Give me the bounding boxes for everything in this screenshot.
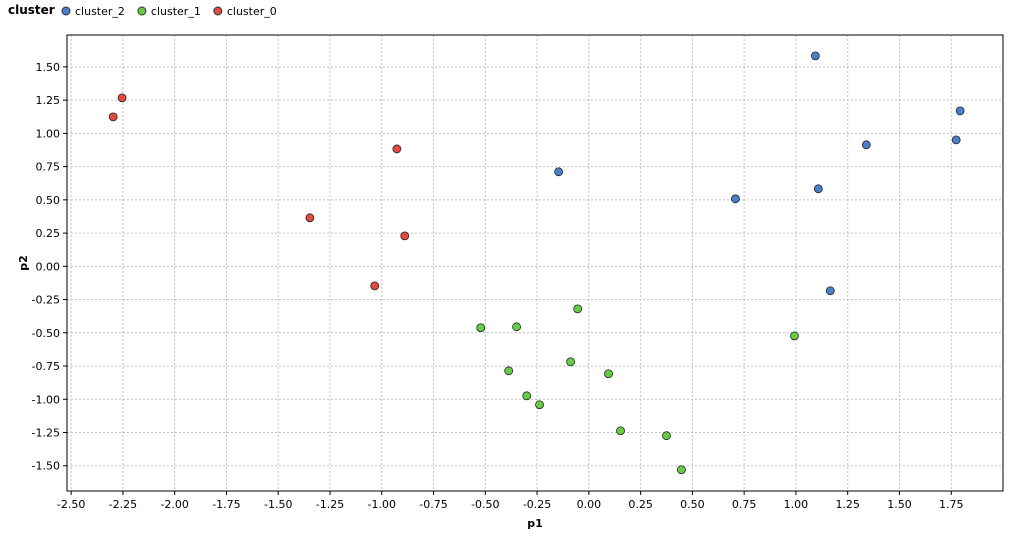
x-tick-label: 1.50 [887, 498, 912, 511]
x-axis-label: p1 [527, 517, 543, 530]
y-tick-label: -0.50 [32, 327, 60, 340]
point [813, 184, 823, 194]
point [305, 213, 315, 223]
y-tick-label: -1.50 [32, 460, 60, 473]
x-tick-label: -0.50 [471, 498, 499, 511]
point [392, 144, 402, 154]
point [662, 431, 671, 441]
point [400, 231, 410, 241]
point [573, 304, 583, 314]
legend-marker [213, 6, 223, 16]
x-tick-label: 1.25 [835, 498, 860, 511]
x-tick-label: -2.50 [57, 498, 85, 511]
y-tick-label: 1.25 [36, 94, 61, 107]
x-tick-label: -1.00 [368, 498, 396, 511]
point [790, 331, 799, 341]
y-tick-label: 0.25 [36, 227, 61, 240]
point [616, 426, 625, 436]
point [604, 369, 613, 379]
point [566, 357, 576, 367]
y-axis-label: p2 [17, 255, 30, 271]
x-tick-label: 1.00 [784, 498, 809, 511]
y-tick-label: 0.00 [36, 260, 61, 273]
x-tick-label: -1.75 [212, 498, 240, 511]
point [554, 167, 564, 177]
point [108, 112, 118, 122]
legend-label: cluster_1 [151, 5, 201, 18]
point [731, 194, 740, 204]
point [955, 106, 965, 116]
legend-marker [61, 6, 71, 16]
x-tick-label: -0.25 [523, 498, 551, 511]
point [370, 281, 380, 291]
y-tick-label: -1.25 [32, 427, 60, 440]
legend-label: cluster_2 [75, 5, 125, 18]
point [476, 323, 486, 333]
point [504, 366, 514, 376]
point [825, 286, 835, 296]
point [117, 93, 127, 103]
point [810, 51, 820, 61]
legend-marker [137, 6, 147, 16]
y-tick-label: 1.00 [36, 127, 61, 140]
x-tick-label: 0.25 [628, 498, 653, 511]
point [535, 400, 544, 410]
x-tick-label: 1.75 [939, 498, 964, 511]
x-tick-label: 0.75 [732, 498, 757, 511]
y-tick-label: -0.25 [32, 294, 60, 307]
legend-label: cluster_0 [227, 5, 277, 18]
y-tick-label: 0.75 [36, 161, 61, 174]
x-tick-label: -1.25 [316, 498, 344, 511]
point [951, 135, 961, 145]
y-tick-label: 0.50 [36, 194, 61, 207]
point [512, 322, 521, 332]
plot-frame [66, 34, 1004, 492]
point [522, 391, 532, 401]
point [861, 140, 871, 150]
x-tick-label: -2.25 [109, 498, 137, 511]
x-tick-label: 0.00 [577, 498, 602, 511]
legend-title: cluster [8, 3, 55, 17]
y-tick-label: -0.75 [32, 360, 60, 373]
x-tick-label: -0.75 [419, 498, 447, 511]
x-tick-label: 0.50 [680, 498, 705, 511]
x-tick-label: -1.50 [264, 498, 292, 511]
y-tick-label: -1.00 [32, 393, 60, 406]
point [677, 465, 686, 475]
x-tick-label: -2.00 [160, 498, 188, 511]
y-tick-label: 1.50 [36, 61, 61, 74]
